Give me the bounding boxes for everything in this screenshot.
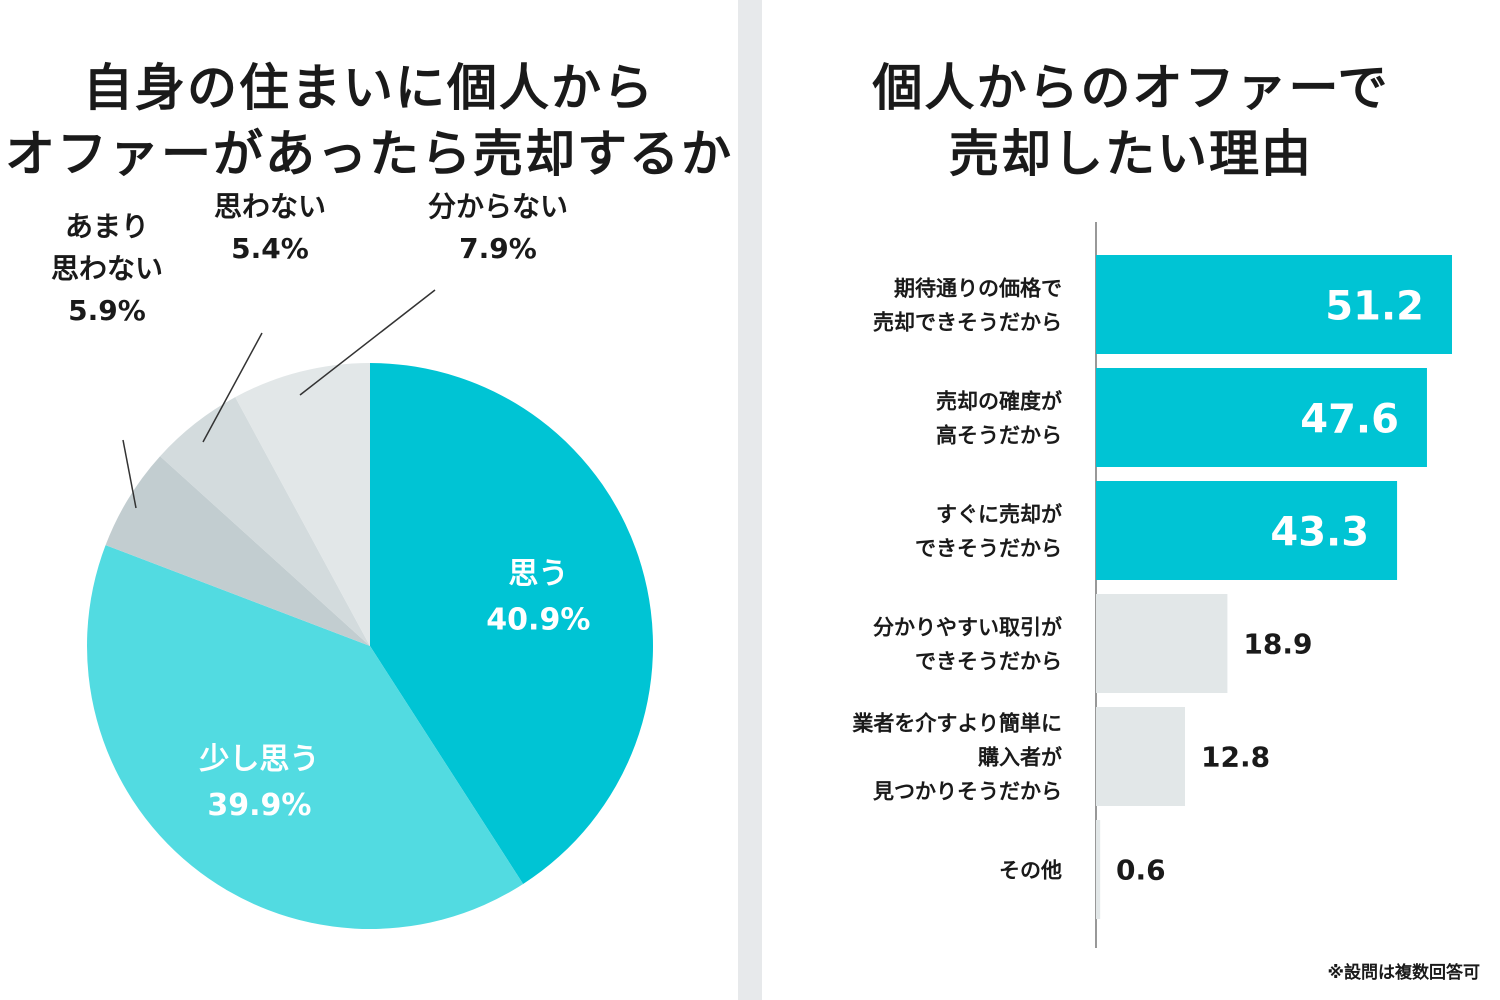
pie-leader-line-3 [122, 439, 137, 509]
bar-category-3: すぐに売却ができそうだから [915, 503, 1062, 561]
bar-category-1-line: 期待通りの価格で [894, 277, 1062, 301]
pie-slice-4 [160, 397, 370, 646]
bar-title-line-2: 売却したい理由 [949, 125, 1313, 183]
pie-label-5: 分からない 7.9% [428, 190, 568, 265]
pie-label-2: 少し思う 39.9% [199, 742, 319, 823]
bar-category-2-line: 売却の確度が [936, 390, 1062, 414]
pie-label-5-line: 7.9% [459, 232, 537, 265]
bar-category-2-line: 高そうだから [936, 424, 1062, 448]
bar-category-6-line: その他 [999, 859, 1062, 883]
pie-label-3: あまり思わない 5.9% [51, 210, 163, 327]
bar-category-6: その他 [999, 859, 1062, 883]
panel-divider [738, 0, 762, 1000]
multiple-answer-note: ※設問は複数回答可 [1327, 963, 1480, 983]
bar-title-line-1: 個人からのオファーで [872, 59, 1390, 117]
pie-title-line-1: 自身の住まいに個人から [83, 59, 655, 117]
pie-slice-3 [105, 456, 371, 646]
pie-label-1-line: 思う [508, 557, 568, 592]
bar-chart-title: 個人からのオファーで 売却したい理由 [762, 55, 1500, 187]
bar-value-4: 18.9 [1243, 628, 1312, 661]
bar-5 [1096, 707, 1185, 806]
bar-category-4-line: できそうだから [915, 650, 1062, 674]
bar-category-5-line: 購入者が [977, 746, 1062, 770]
pie-leader-line-4 [202, 332, 263, 443]
bar-2 [1096, 368, 1427, 467]
bar-value-6: 0.6 [1116, 854, 1166, 887]
pie-label-1-line: 40.9% [486, 603, 590, 638]
bar-category-1: 期待通りの価格で売却できそうだから [873, 277, 1062, 335]
pie-title-line-2: オファーがあったら売却するか [5, 125, 733, 183]
pie-label-3-line: あまり [65, 210, 149, 243]
pie-label-4-line: 思わない [214, 190, 326, 223]
bar-category-4-line: 分かりやすい取引が [873, 616, 1062, 640]
bar-category-3-line: できそうだから [915, 537, 1062, 561]
pie-slice-1 [370, 363, 653, 884]
pie-label-2-line: 39.9% [207, 788, 311, 823]
pie-leader-line-5 [299, 289, 436, 396]
bar-category-4: 分かりやすい取引ができそうだから [873, 616, 1062, 674]
pie-label-5-line: 分からない [428, 190, 568, 223]
bar-category-2: 売却の確度が高そうだから [936, 390, 1062, 448]
bar-6 [1096, 820, 1101, 919]
bar-value-5: 12.8 [1201, 741, 1270, 774]
bar-chart: 51.2 期待通りの価格で売却できそうだから 47.6 売却の確度が高そうだから 43.… [852, 222, 1452, 948]
bar-4 [1096, 594, 1228, 693]
bar-category-5-line: 見つかりそうだから [873, 780, 1062, 804]
bar-value-3: 43.3 [1270, 510, 1369, 556]
bar-category-5: 業者を介すより簡単に購入者が見つかりそうだから [852, 712, 1062, 804]
pie-label-4-line: 5.4% [231, 232, 309, 265]
pie-label-4: 思わない 5.4% [214, 190, 326, 265]
pie-chart: 思う 40.9%少し思う 39.9%あまり思わない 5.9%思わない 5.4%分からない… [51, 190, 653, 930]
bar-1 [1096, 255, 1452, 354]
bar-category-1-line: 売却できそうだから [873, 311, 1062, 335]
pie-label-2-line: 少し思う [199, 742, 319, 777]
pie-label-3-line: 5.9% [68, 294, 146, 327]
bar-value-1: 51.2 [1325, 284, 1424, 330]
bar-category-5-line: 業者を介すより簡単に [852, 712, 1062, 736]
pie-slice-2 [86, 545, 524, 930]
bar-3 [1096, 481, 1398, 580]
pie-chart-title: 自身の住まいに個人から オファーがあったら売却するか [0, 55, 738, 187]
pie-label-1: 思う 40.9% [486, 557, 590, 638]
bar-category-3-line: すぐに売却が [936, 503, 1062, 527]
pie-slice-5 [235, 363, 370, 646]
bar-value-2: 47.6 [1300, 397, 1399, 443]
pie-label-3-line: 思わない [51, 252, 163, 285]
